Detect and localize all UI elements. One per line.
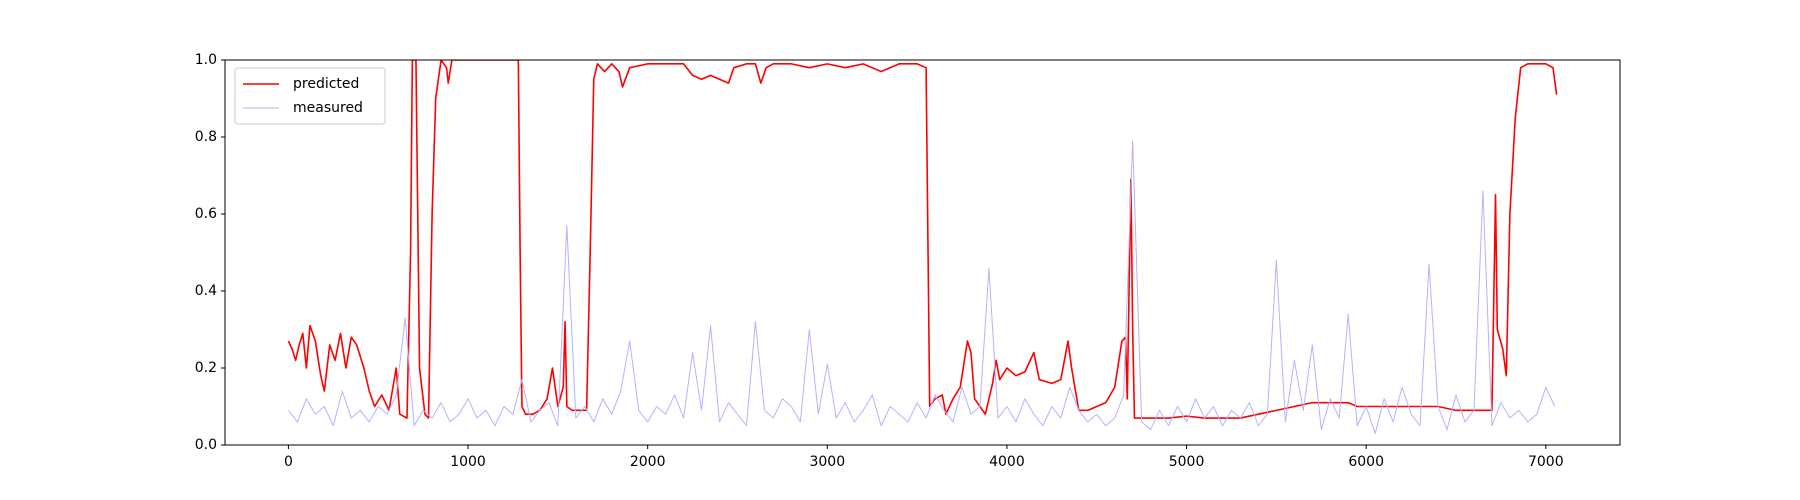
- y-tick-label: 1.0: [195, 52, 217, 68]
- x-tick-label: 7000: [1528, 454, 1564, 470]
- axes-frame: [224, 59, 1621, 446]
- series-line: [287, 60, 1558, 419]
- y-tick-label: 0.8: [195, 129, 217, 145]
- plot-area: [287, 60, 1558, 434]
- y-tick-label: 0.4: [195, 283, 217, 299]
- x-tick-label: 0: [284, 454, 293, 470]
- y-tick-label: 0.0: [195, 437, 217, 453]
- x-tick-label: 1000: [450, 454, 486, 470]
- x-tick-label: 5000: [1169, 454, 1205, 470]
- series-line: [288, 140, 1556, 434]
- x-tick-label: 4000: [989, 454, 1025, 470]
- legend-box: [234, 67, 386, 125]
- legend-label: predicted: [293, 76, 359, 92]
- legend: predicted measured: [234, 67, 386, 125]
- y-tick-label: 0.2: [195, 360, 217, 376]
- y-tick-label: 0.6: [195, 206, 217, 222]
- x-tick-label: 6000: [1348, 454, 1384, 470]
- x-tick-label: 2000: [630, 454, 666, 470]
- legend-label: measured: [293, 100, 363, 116]
- x-tick-label: 3000: [809, 454, 845, 470]
